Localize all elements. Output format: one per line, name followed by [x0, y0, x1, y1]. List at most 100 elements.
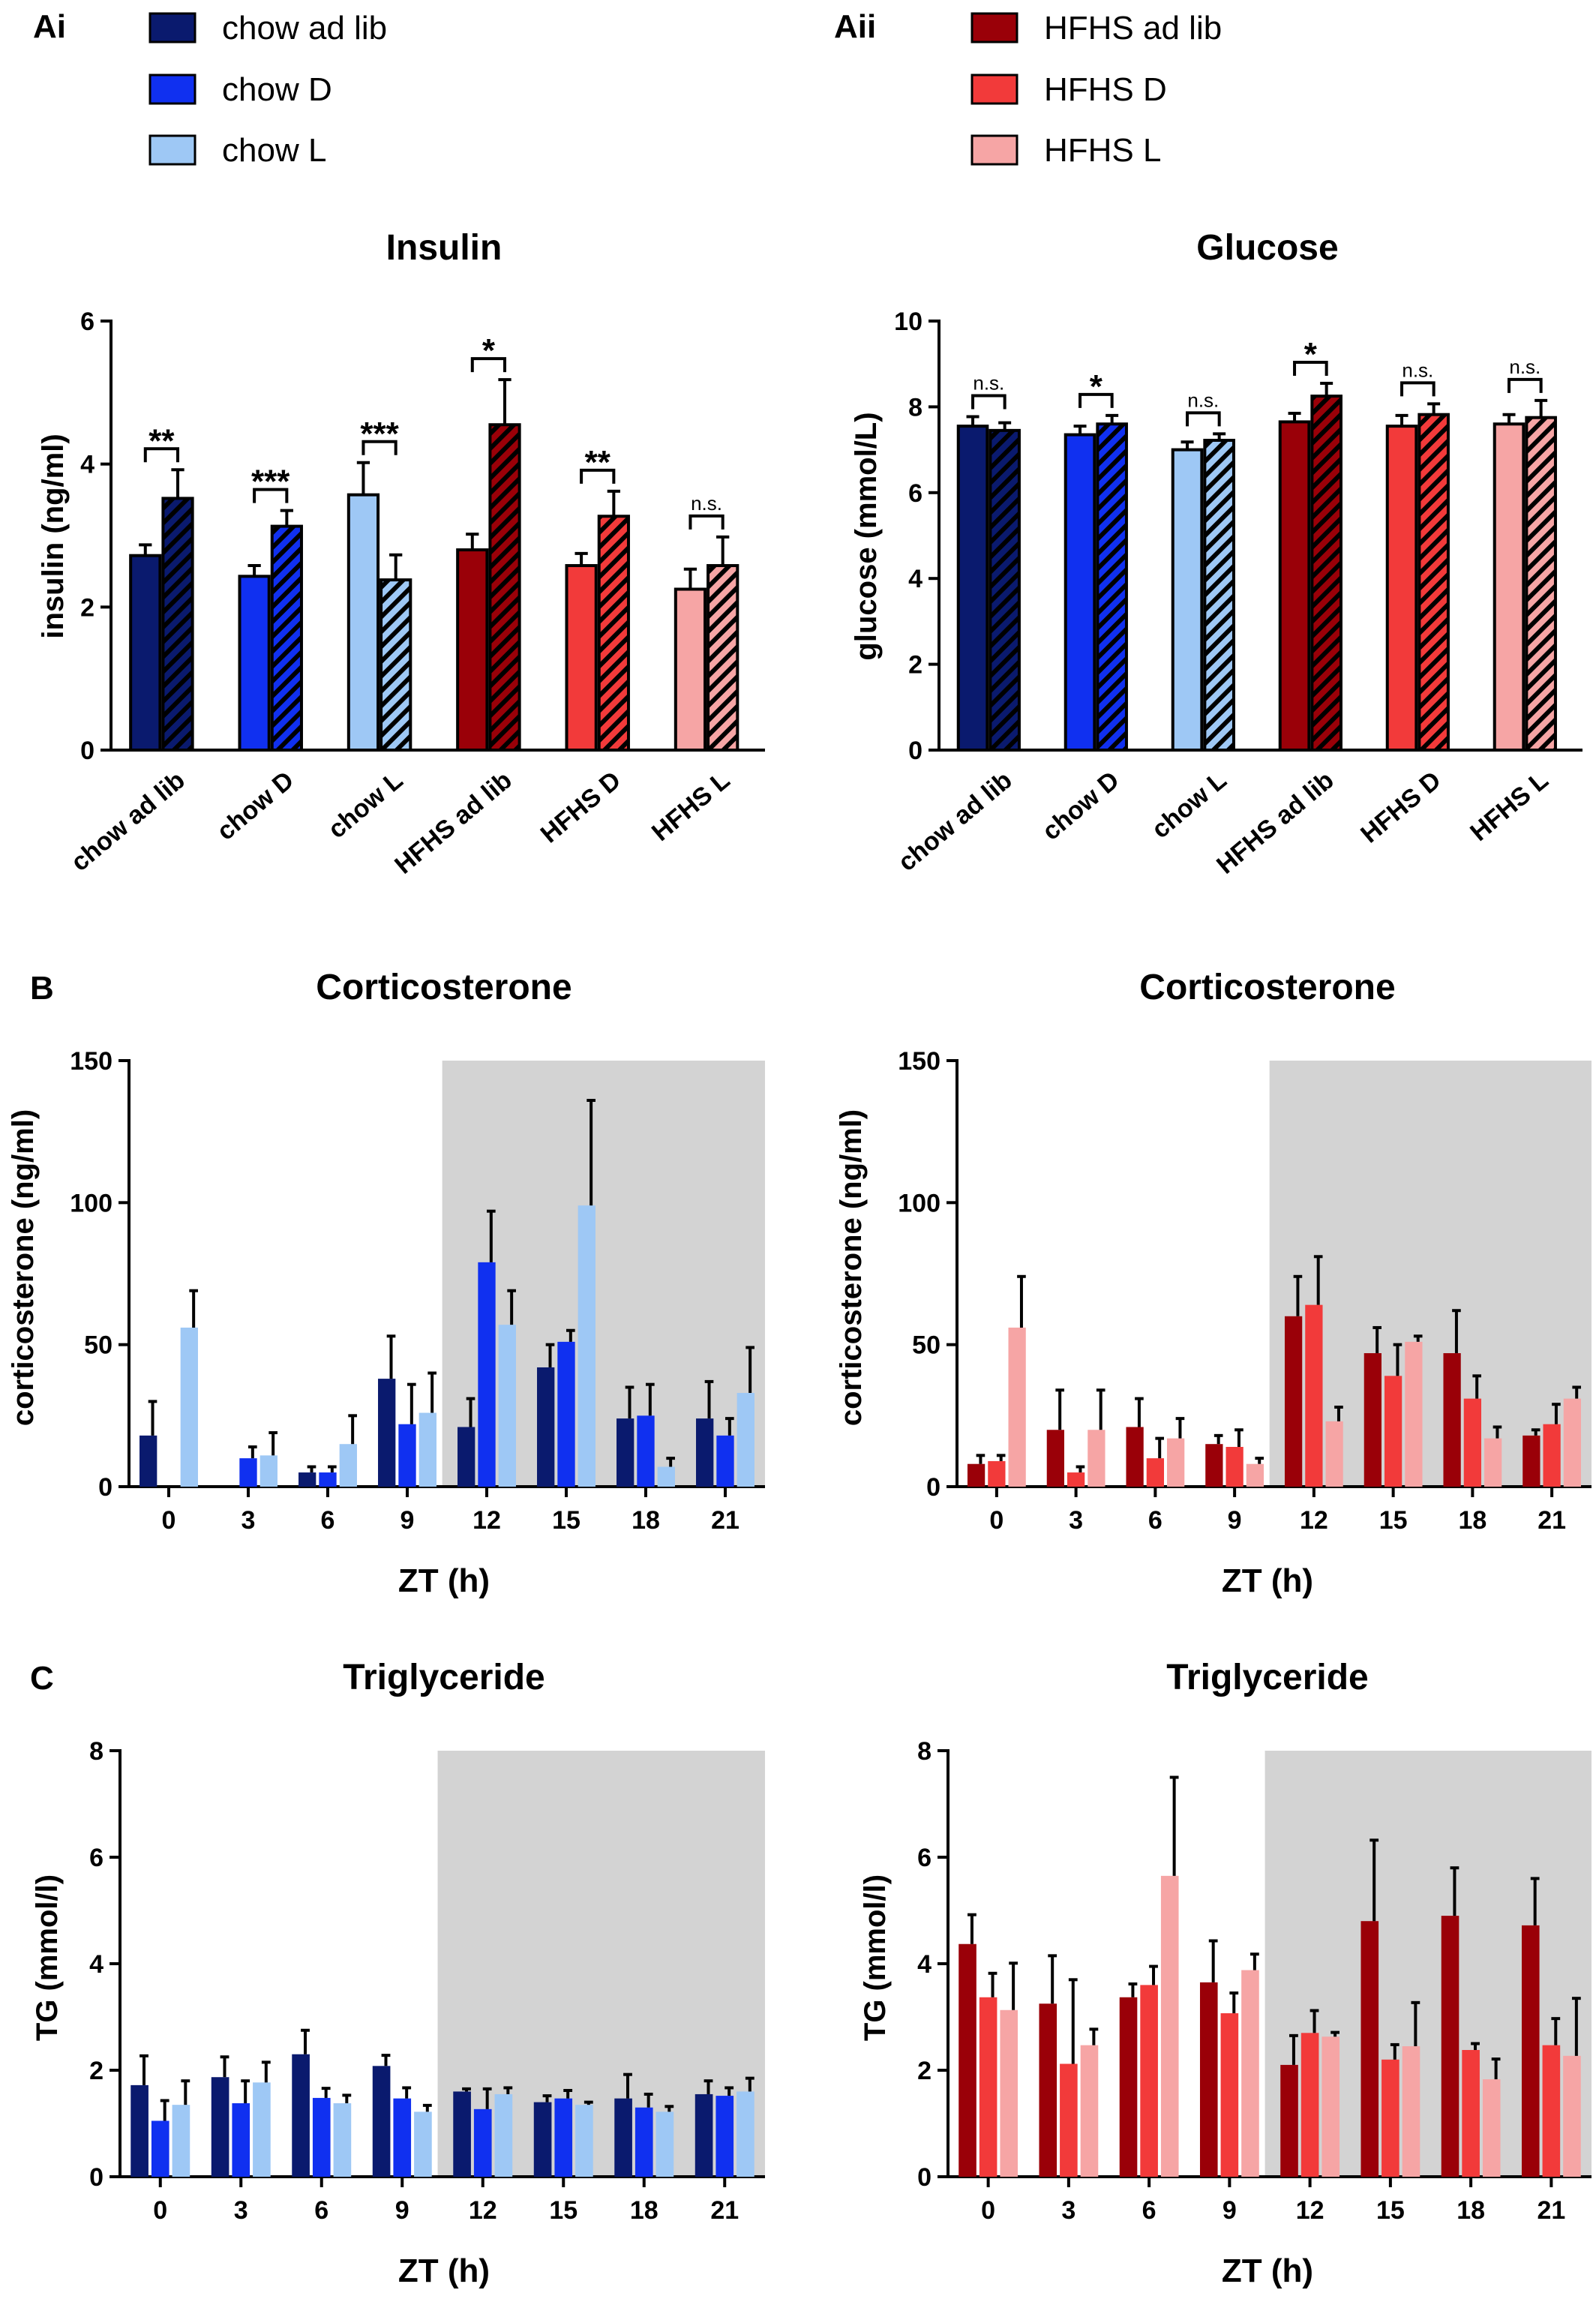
bar [656, 2111, 674, 2177]
bar [554, 2098, 573, 2177]
significance-label: * [482, 332, 496, 369]
bar [130, 2084, 148, 2177]
bar [1039, 2003, 1058, 2177]
x-tick-label: 15 [1376, 2196, 1405, 2225]
legend-label: chow L [222, 132, 326, 169]
bar [239, 1458, 257, 1487]
x-tick-label: chow D [212, 766, 299, 846]
legend-item: chow ad lib [148, 10, 387, 47]
glucose-chart: 0 2 4 6 8 10 Glucose glucose (mmol/L) n.s. chow a… [850, 228, 1582, 880]
legend-item: chow D [148, 71, 332, 108]
bar [378, 1379, 396, 1487]
bar-solid [1492, 422, 1526, 752]
y-tick-label: 100 [898, 1189, 940, 1217]
bar [1199, 1982, 1218, 2177]
bar [253, 2082, 271, 2177]
y-axis-label: TG (mmol/l) [31, 1874, 64, 2041]
bar [637, 1415, 655, 1487]
chart-title: Insulin [386, 228, 502, 268]
legend-hfhs: HFHS ad lib HFHS D HFHS L [970, 10, 1222, 169]
bar [1046, 1430, 1064, 1487]
y-tick-label: 150 [70, 1047, 112, 1076]
significance-label: ** [148, 422, 175, 459]
legend-item: HFHS ad lib [970, 10, 1222, 47]
y-tick-label: 0 [98, 1473, 112, 1502]
bar [533, 2102, 552, 2177]
x-tick-label: 6 [1142, 2196, 1156, 2225]
bar [1382, 2059, 1400, 2177]
bar-hatched [1203, 439, 1235, 752]
bar-solid [1064, 433, 1096, 752]
y-tick-label: 6 [80, 308, 94, 336]
bar [1484, 1438, 1502, 1487]
x-axis-label: ZT (h) [1222, 1562, 1313, 1599]
x-tick-label: chow ad lib [892, 766, 1017, 877]
bar [736, 2091, 754, 2177]
bar [1402, 2046, 1420, 2177]
y-tick-label: 0 [917, 2163, 932, 2192]
y-tick-label: 0 [908, 737, 922, 765]
panel-label-ai: Ai [33, 8, 66, 45]
y-axis-label: corticosterone (ng/ml) [7, 1109, 40, 1426]
bar [616, 1418, 634, 1487]
legend-swatch [970, 74, 1018, 105]
bar-solid [1171, 448, 1204, 752]
y-tick-label: 0 [89, 2163, 104, 2192]
bar [1126, 1427, 1144, 1487]
bar [319, 1472, 337, 1487]
x-tick-label: 6 [1148, 1506, 1162, 1535]
y-tick-label: 150 [898, 1047, 940, 1076]
bar [372, 2066, 391, 2177]
y-tick-label: 4 [908, 565, 922, 593]
significance-label: n.s. [1509, 356, 1540, 378]
bar [1325, 1421, 1343, 1487]
significance-bracket [470, 357, 507, 373]
bar [988, 1460, 1006, 1487]
bar [1563, 1398, 1582, 1487]
x-tick-label: HFHS D [1355, 766, 1446, 848]
x-tick-label: 3 [1061, 2196, 1076, 2225]
bar-solid [565, 564, 598, 752]
significance-label: *** [360, 416, 399, 452]
bar [1220, 2013, 1239, 2177]
bar [578, 1205, 596, 1487]
bar [1205, 1444, 1223, 1487]
bar-hatched [1525, 416, 1557, 752]
bar [1522, 1435, 1540, 1487]
bar [1167, 1438, 1185, 1487]
x-axis-label: ZT (h) [398, 1562, 490, 1599]
x-tick-label: 9 [1228, 1506, 1242, 1535]
bar [1246, 1463, 1264, 1487]
y-tick-label: 10 [894, 308, 922, 336]
significance-bracket [688, 514, 724, 530]
significance-label: * [1304, 336, 1318, 373]
x-tick-label: HFHS ad lib [1211, 766, 1340, 880]
bar-hatched [988, 428, 1021, 752]
bar [1463, 1398, 1482, 1487]
x-tick-label: 18 [632, 1506, 660, 1535]
significance-label: n.s. [691, 492, 722, 515]
bar [1088, 1430, 1106, 1487]
panel-label-aii: Aii [834, 8, 876, 45]
triglyceride-chow-chart: 0 2 4 6 8 Triglyceride TG (mmol/l) ZT (h) 0 3 6 9 12… [31, 1658, 765, 2289]
bar-hatched [1418, 413, 1450, 752]
bar [1543, 1424, 1561, 1487]
bar [473, 2108, 492, 2177]
bar [1322, 2036, 1340, 2177]
y-tick-label: 50 [84, 1331, 112, 1360]
x-tick-label: HFHS D [536, 766, 626, 848]
bar [453, 2091, 471, 2177]
legend-swatch [148, 12, 196, 44]
x-tick-label: 6 [321, 1506, 335, 1535]
x-axis-label: ZT (h) [1222, 2252, 1313, 2289]
y-tick-label: 50 [912, 1331, 940, 1360]
bar [1305, 1304, 1323, 1487]
x-tick-label: HFHS ad lib [389, 766, 518, 880]
y-tick-label: 8 [917, 1737, 932, 1766]
bar [418, 1412, 436, 1487]
panel-label-c: C [30, 1660, 54, 1697]
y-tick-label: 6 [917, 1844, 932, 1872]
bar [614, 2098, 632, 2177]
significance-label: * [1090, 368, 1103, 405]
bar [1521, 1925, 1540, 2177]
